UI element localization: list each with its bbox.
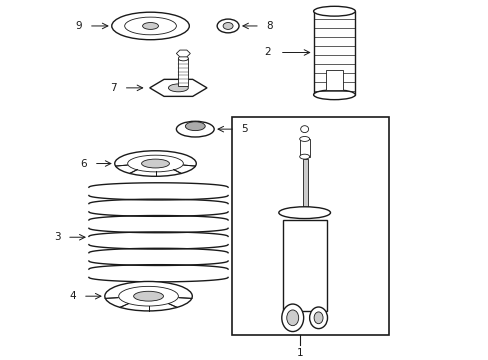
- Ellipse shape: [281, 304, 303, 332]
- Ellipse shape: [112, 12, 189, 40]
- Ellipse shape: [286, 310, 298, 326]
- Text: 6: 6: [81, 158, 87, 168]
- Ellipse shape: [115, 151, 196, 176]
- Ellipse shape: [278, 207, 330, 219]
- Polygon shape: [149, 79, 206, 96]
- Text: 7: 7: [110, 83, 117, 93]
- Text: 9: 9: [76, 21, 82, 31]
- Bar: [282, 220, 326, 311]
- Text: 8: 8: [266, 21, 273, 31]
- Ellipse shape: [124, 17, 176, 35]
- Ellipse shape: [299, 136, 309, 141]
- Text: 5: 5: [241, 124, 248, 134]
- Ellipse shape: [300, 126, 308, 132]
- Ellipse shape: [223, 23, 233, 30]
- Ellipse shape: [185, 122, 205, 131]
- Bar: [178, 58, 188, 86]
- Ellipse shape: [178, 56, 188, 61]
- Text: 3: 3: [54, 232, 60, 242]
- Bar: [232, 117, 388, 336]
- Text: 2: 2: [264, 48, 271, 58]
- Polygon shape: [176, 50, 190, 57]
- Ellipse shape: [313, 6, 355, 16]
- Text: 1: 1: [296, 348, 303, 358]
- Ellipse shape: [119, 286, 178, 306]
- Bar: [302, 159, 307, 213]
- Ellipse shape: [309, 307, 327, 329]
- Ellipse shape: [313, 90, 355, 100]
- Ellipse shape: [133, 291, 163, 301]
- Ellipse shape: [313, 312, 323, 324]
- Ellipse shape: [104, 282, 192, 311]
- Ellipse shape: [142, 159, 169, 168]
- Ellipse shape: [168, 84, 188, 92]
- Ellipse shape: [127, 155, 183, 172]
- Text: 4: 4: [69, 291, 76, 301]
- Bar: [278, 207, 330, 219]
- Bar: [313, 11, 355, 95]
- Ellipse shape: [142, 23, 158, 30]
- Bar: [299, 139, 309, 157]
- Bar: [325, 70, 343, 90]
- Ellipse shape: [299, 154, 309, 159]
- Ellipse shape: [217, 19, 239, 33]
- Ellipse shape: [176, 121, 214, 137]
